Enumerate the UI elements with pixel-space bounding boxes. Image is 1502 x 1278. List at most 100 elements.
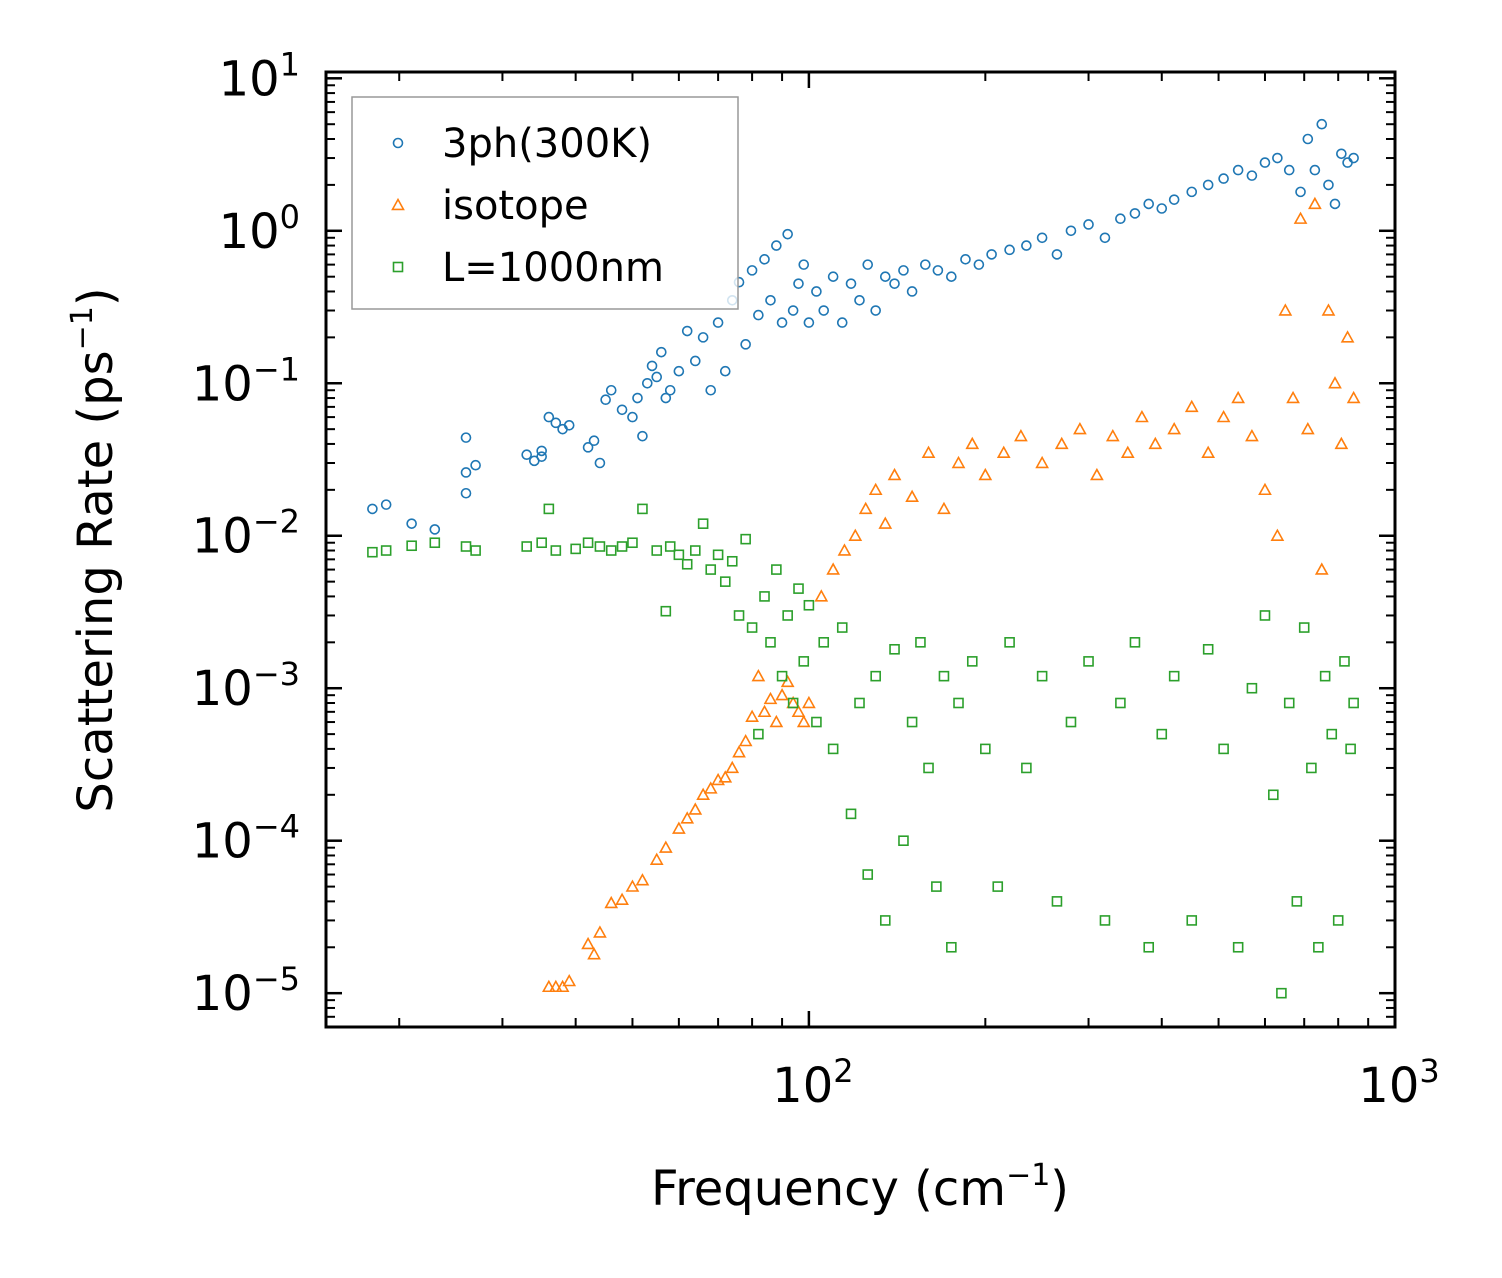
- series-0: [367, 118, 1359, 535]
- data-point: [1272, 152, 1283, 164]
- data-point: [1021, 762, 1032, 774]
- data-point: [718, 770, 733, 783]
- data-point: [978, 467, 993, 481]
- y-tick-label: 101: [219, 45, 300, 107]
- y-tick-label: 10−5: [192, 960, 300, 1022]
- data-point: [1246, 170, 1258, 181]
- data-point: [1245, 428, 1259, 442]
- data-point: [632, 392, 643, 404]
- data-point: [651, 371, 663, 383]
- data-point: [1326, 728, 1338, 740]
- data-point: [765, 637, 776, 648]
- data-point: [582, 442, 594, 453]
- data-point: [605, 384, 617, 396]
- data-point: [1143, 198, 1155, 210]
- data-point: [898, 265, 909, 276]
- data-point: [1051, 896, 1063, 907]
- data-point: [1065, 225, 1077, 237]
- data-point: [759, 254, 770, 265]
- data-point: [796, 714, 811, 728]
- data-series-layer: [367, 118, 1361, 999]
- data-point: [738, 733, 753, 747]
- data-point: [889, 278, 900, 289]
- data-point: [732, 745, 746, 758]
- data-point: [923, 762, 934, 774]
- data-point: [1283, 164, 1295, 176]
- data-point: [625, 879, 640, 892]
- data-point: [1115, 697, 1126, 709]
- data-point: [803, 317, 815, 328]
- data-point: [688, 802, 703, 815]
- data-point: [470, 459, 481, 471]
- data-point: [1004, 244, 1015, 256]
- data-point: [726, 555, 738, 567]
- data-point: [1168, 194, 1180, 205]
- data-point: [1295, 186, 1306, 198]
- data-point: [719, 576, 731, 587]
- data-point: [1291, 896, 1303, 907]
- data-point: [870, 305, 881, 316]
- data-point: [1348, 697, 1359, 709]
- data-point: [1339, 656, 1350, 667]
- data-point: [771, 240, 782, 251]
- data-point: [920, 259, 931, 270]
- data-point: [664, 541, 676, 552]
- data-point: [460, 467, 472, 478]
- data-point: [898, 835, 909, 846]
- data-point: [787, 697, 799, 709]
- data-point: [818, 637, 830, 648]
- x-axis-title: Frequency (cm−1): [651, 1158, 1069, 1217]
- data-point: [905, 489, 919, 503]
- data-point: [862, 869, 874, 880]
- data-point: [1332, 915, 1344, 926]
- data-point: [1286, 390, 1300, 404]
- data-point: [1328, 376, 1342, 389]
- data-point: [637, 503, 648, 515]
- data-point: [562, 973, 577, 987]
- data-point: [854, 697, 865, 709]
- data-point: [1246, 682, 1258, 694]
- data-point: [406, 540, 417, 552]
- data-point: [689, 355, 701, 367]
- data-point: [938, 670, 950, 682]
- data-point: [673, 365, 685, 377]
- data-point: [646, 360, 658, 372]
- data-point: [1293, 211, 1308, 224]
- data-point: [380, 499, 392, 510]
- data-point: [751, 668, 766, 682]
- data-point: [996, 445, 1011, 458]
- data-point: [776, 317, 788, 328]
- data-point: [765, 295, 776, 306]
- data-point: [1099, 915, 1111, 926]
- data-point: [367, 503, 378, 515]
- data-point: [753, 728, 764, 740]
- data-point: [1309, 164, 1321, 176]
- data-point: [1065, 716, 1077, 728]
- data-point: [1323, 179, 1334, 191]
- data-point: [1051, 249, 1063, 260]
- data-point: [1099, 232, 1111, 244]
- data-point: [775, 688, 789, 701]
- data-point: [862, 259, 874, 270]
- data-point: [470, 545, 481, 556]
- data-point: [660, 605, 672, 617]
- data-point: [680, 811, 695, 824]
- legend-label: isotope: [442, 183, 589, 229]
- data-point: [1105, 428, 1120, 442]
- data-point: [1054, 436, 1069, 450]
- data-point: [1329, 198, 1341, 210]
- data-point: [689, 545, 701, 556]
- data-point: [1348, 152, 1359, 164]
- legend-label: 3ph(300K): [442, 121, 652, 167]
- data-point: [845, 278, 857, 289]
- data-point: [1004, 637, 1015, 648]
- data-point: [697, 518, 709, 529]
- data-point: [937, 501, 951, 515]
- series-1: [541, 196, 1361, 993]
- data-point: [1216, 409, 1231, 423]
- data-point: [616, 541, 628, 552]
- legend-item: 3ph(300K): [392, 121, 652, 167]
- data-point: [1283, 697, 1295, 709]
- data-point: [733, 610, 745, 621]
